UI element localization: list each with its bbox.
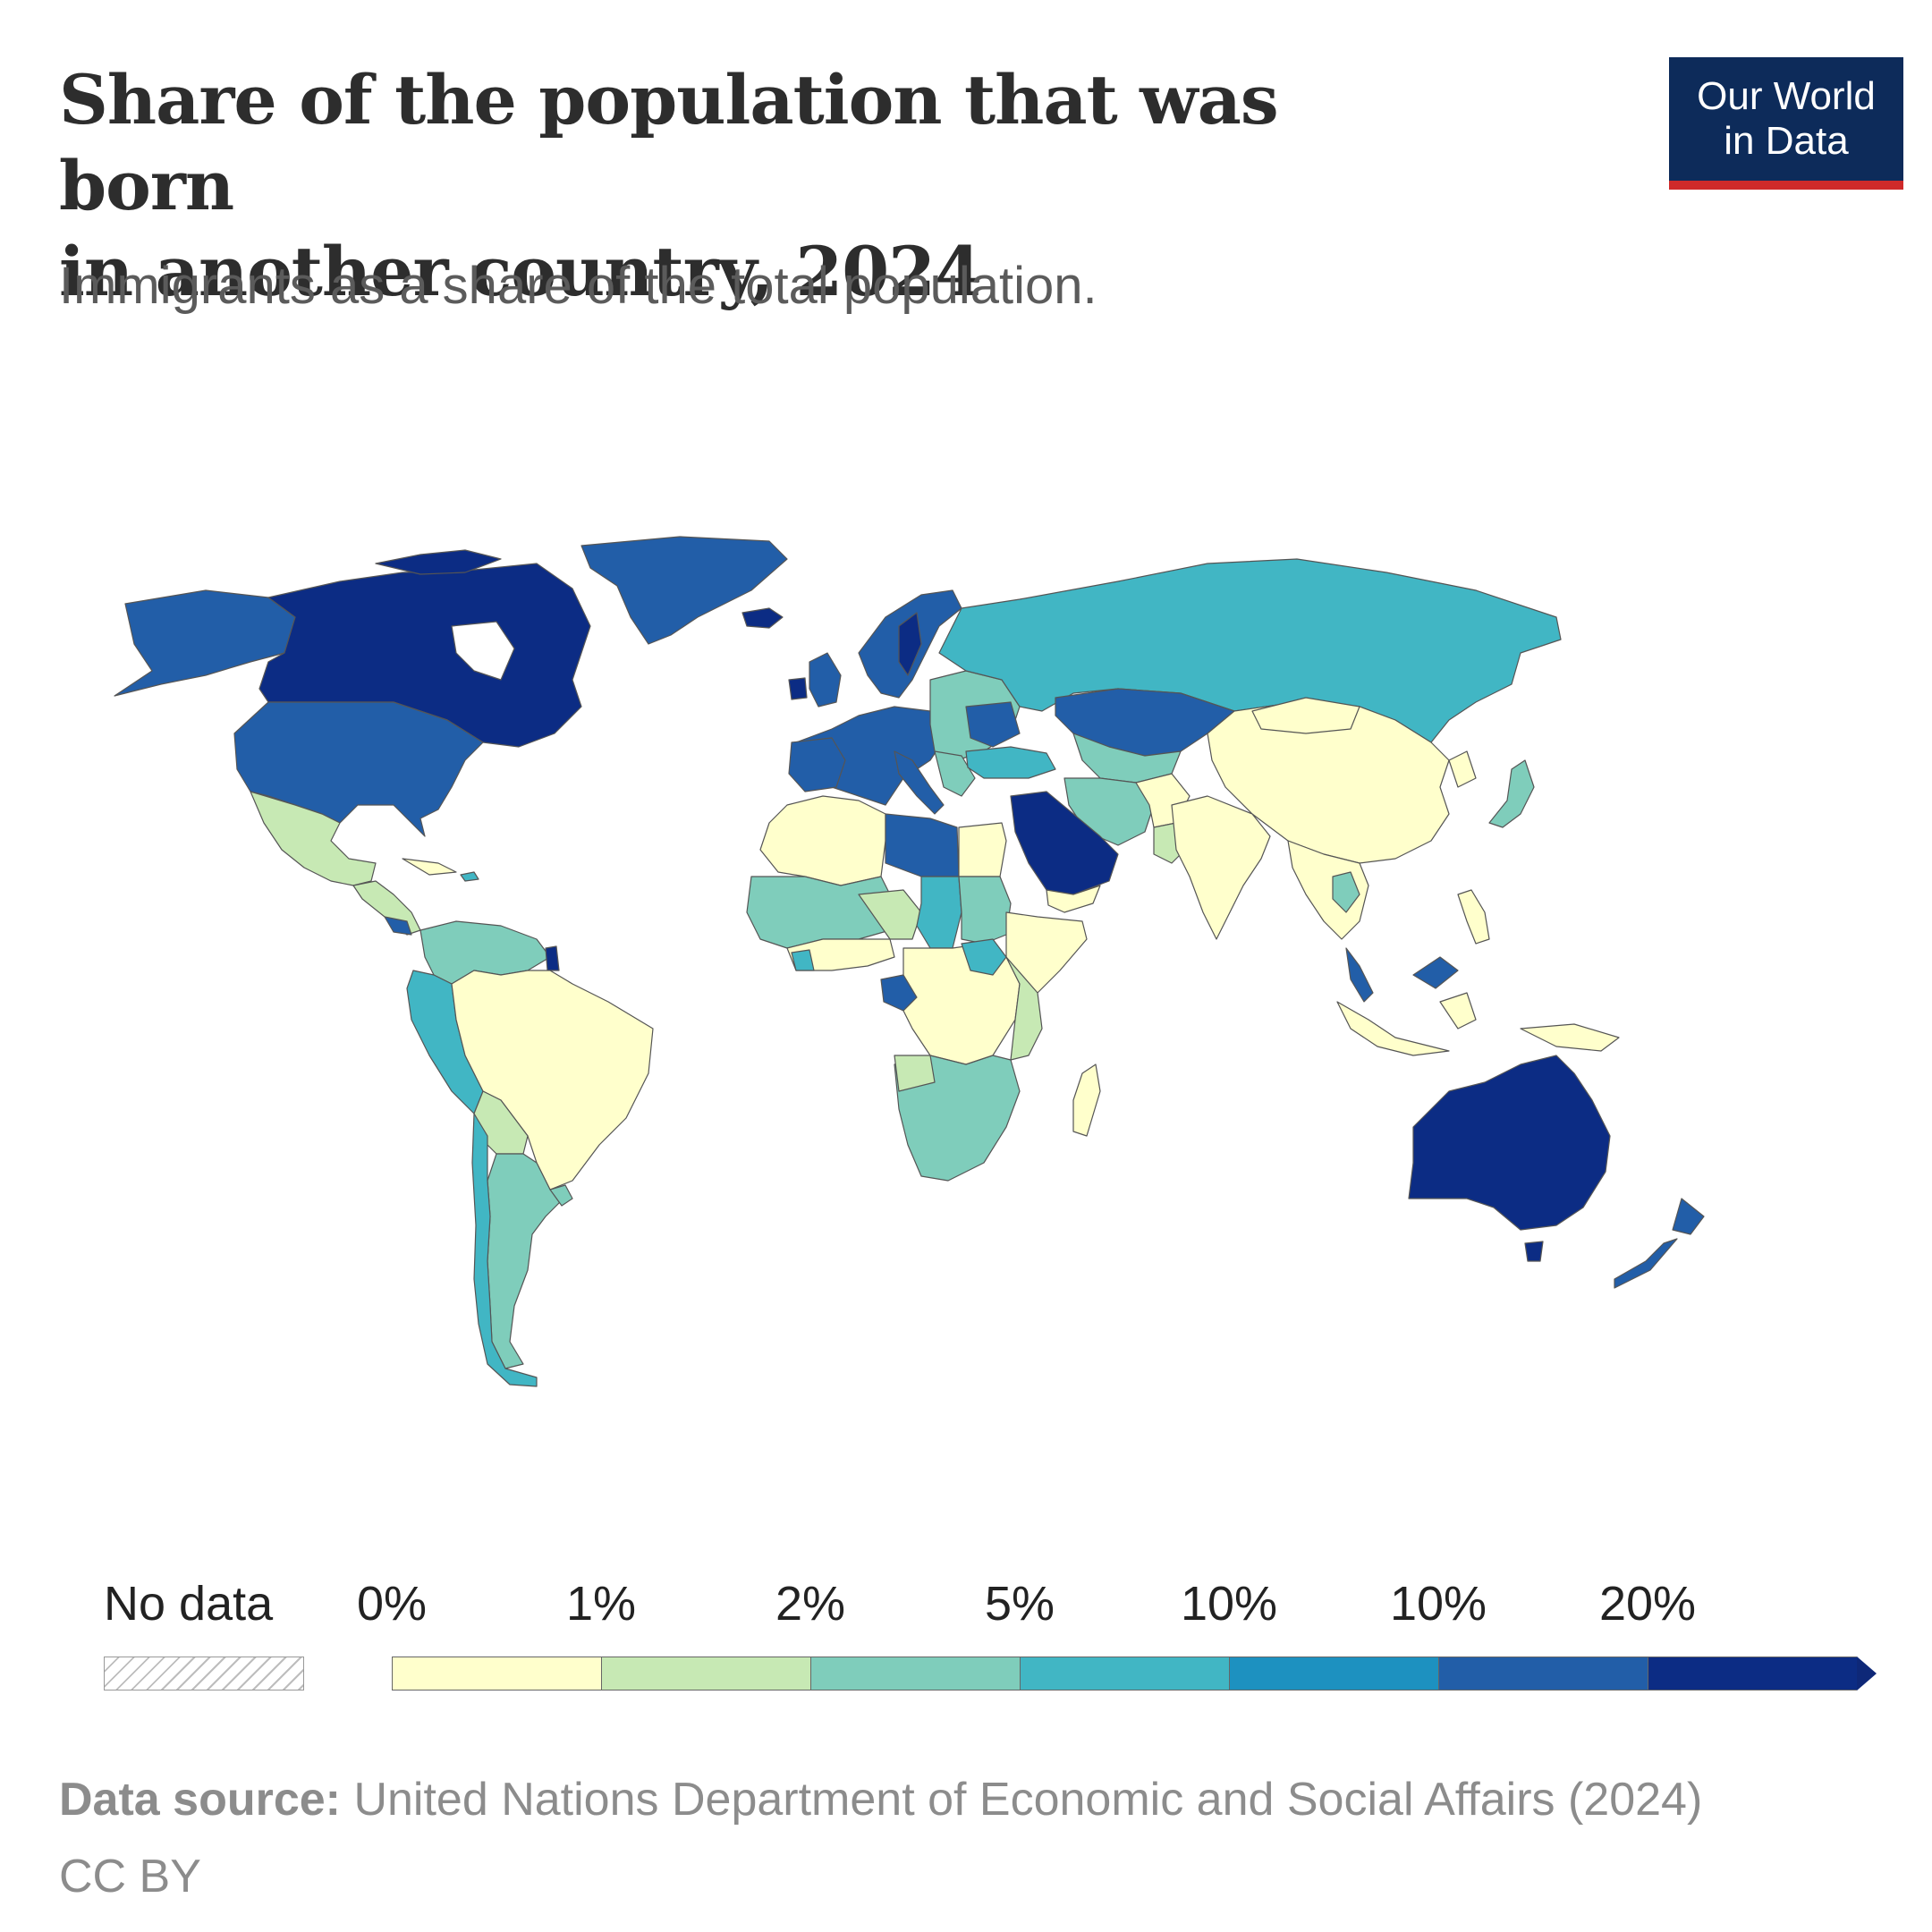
region-canada[interactable] (258, 563, 591, 748)
legend-tick-2: 2% (775, 1577, 846, 1631)
region-madagascar[interactable] (1072, 1063, 1101, 1137)
region-iberia[interactable] (788, 737, 846, 792)
logo-line-2: in Data (1724, 119, 1849, 163)
world-map[interactable] (0, 519, 1932, 1413)
legend-bin-1[interactable] (601, 1657, 810, 1690)
legend-tick-5: 10% (1389, 1577, 1487, 1631)
legend-bin-2[interactable] (810, 1657, 1020, 1690)
region-sudan[interactable] (958, 876, 1012, 945)
region-chile[interactable] (471, 1113, 538, 1387)
region-indonesia[interactable] (1336, 1001, 1450, 1056)
region-sahel[interactable] (746, 876, 895, 949)
region-libya[interactable] (885, 813, 960, 877)
region-mexico[interactable] (250, 791, 377, 886)
region-japan[interactable] (1488, 759, 1535, 828)
legend-bin-6[interactable] (1648, 1657, 1857, 1690)
region-turkey[interactable] (965, 746, 1056, 779)
region-india[interactable] (1171, 795, 1271, 940)
region-southern-africa[interactable] (894, 1055, 1021, 1182)
region-new-zealand[interactable] (1672, 1198, 1705, 1235)
chart-subtitle: Immigrants as a share of the total popul… (59, 257, 1097, 315)
owid-logo[interactable]: Our World in Data (1669, 57, 1903, 190)
region-east-africa[interactable] (1005, 956, 1043, 1061)
region-saudi-gulf[interactable] (1010, 791, 1119, 895)
region-iceland[interactable] (741, 607, 784, 629)
no-data-swatch[interactable] (104, 1657, 304, 1690)
chart-title: Share of the population that was born in… (59, 57, 1454, 315)
legend-tick-3: 5% (984, 1577, 1055, 1631)
region-chad[interactable] (916, 876, 962, 949)
region-italy-balkans[interactable] (894, 750, 945, 815)
no-data-label: No data (104, 1577, 274, 1631)
region-central-america[interactable] (352, 880, 421, 936)
legend-bin-0[interactable] (392, 1657, 601, 1690)
legend-tick-1: 1% (565, 1577, 637, 1631)
region-egypt[interactable] (958, 822, 1007, 877)
title-line-1: Share of the population that was born (59, 60, 1279, 225)
legend-tick-0: 0% (356, 1577, 428, 1631)
region-north-africa[interactable] (759, 795, 886, 886)
license[interactable]: CC BY (59, 1851, 201, 1902)
region-southeast-asia[interactable] (1287, 840, 1369, 940)
region-malaysia[interactable] (1345, 947, 1374, 1003)
legend-bin-4[interactable] (1229, 1657, 1438, 1690)
title-line-2: in another country, 2024 (59, 232, 982, 311)
legend-tick-4: 10% (1180, 1577, 1278, 1631)
legend-tick-6: 20% (1598, 1577, 1697, 1631)
legend-arrow-icon (1857, 1657, 1877, 1690)
data-source-text[interactable]: United Nations Department of Economic an… (341, 1774, 1703, 1826)
logo-line-1: Our World (1697, 74, 1876, 118)
region-uk[interactable] (809, 652, 842, 708)
legend-bins (392, 1657, 1857, 1690)
region-greenland[interactable] (580, 536, 788, 645)
legend-bin-3[interactable] (1020, 1657, 1229, 1690)
data-source-label: Data source: (59, 1774, 341, 1826)
region-alaska[interactable] (114, 589, 296, 697)
data-source: Data source: United Nations Department o… (59, 1773, 1702, 1826)
region-australia[interactable] (1408, 1055, 1611, 1231)
legend-bin-5[interactable] (1438, 1657, 1648, 1690)
region-arctic-islands[interactable] (375, 549, 502, 575)
